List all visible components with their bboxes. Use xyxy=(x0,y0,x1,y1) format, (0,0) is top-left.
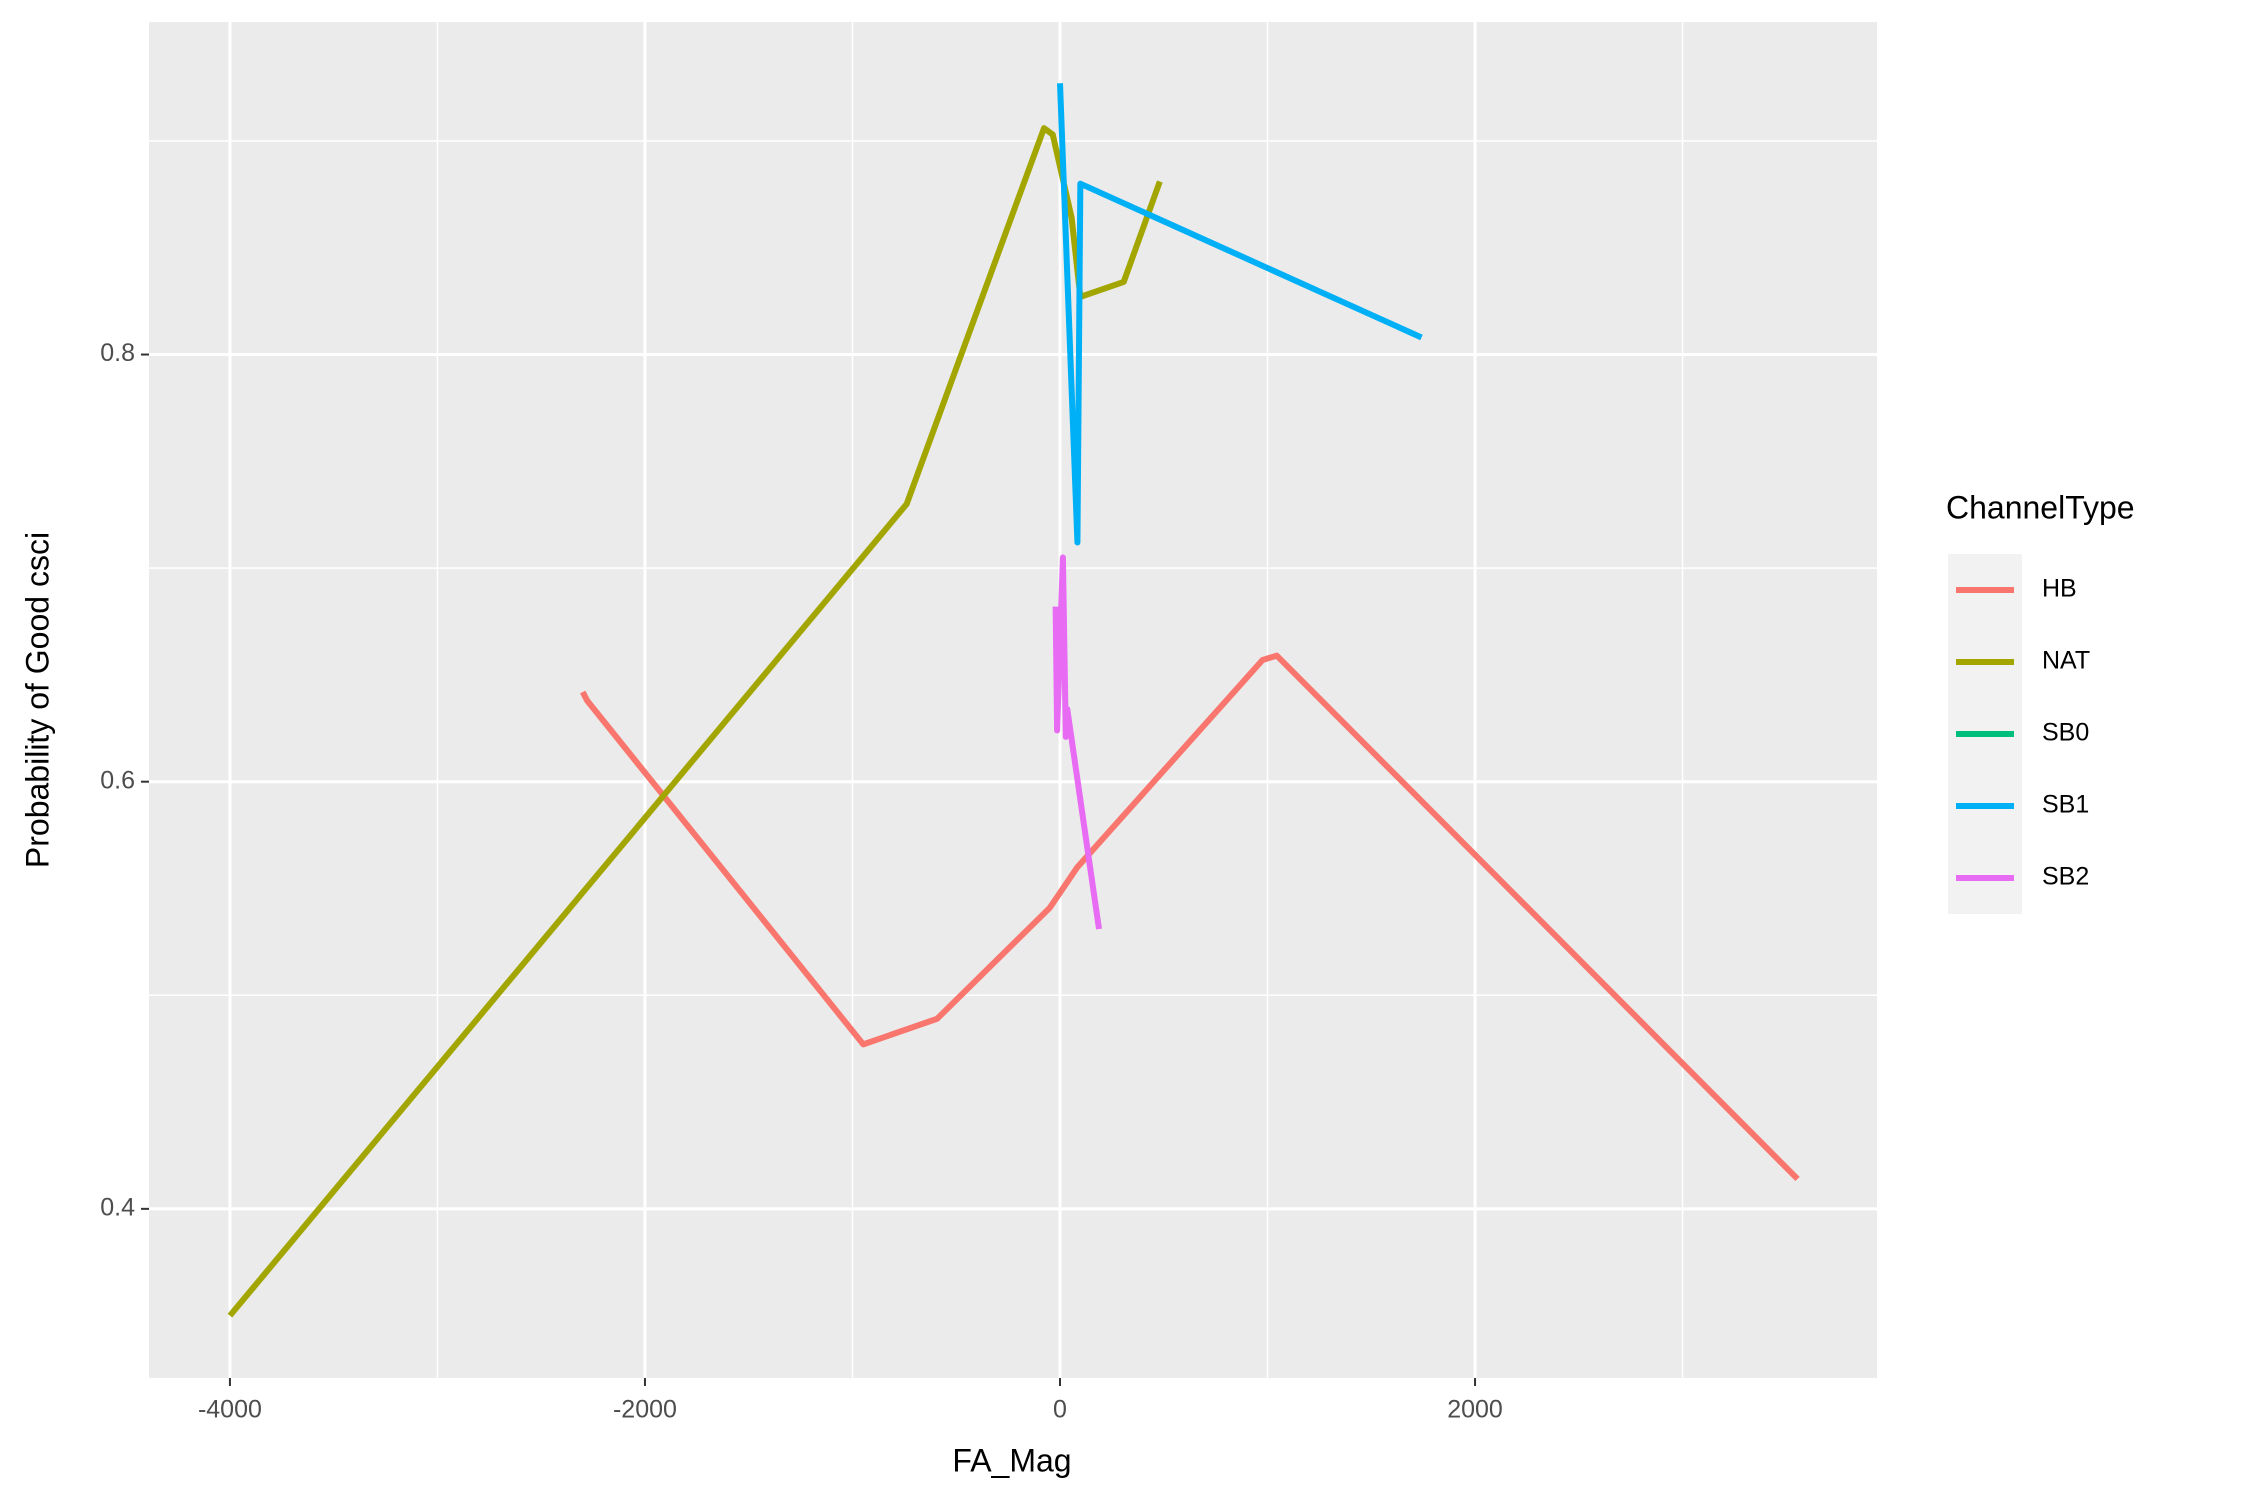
series-line xyxy=(1057,83,1423,546)
series-line xyxy=(580,652,1800,1182)
legend-title: ChannelType xyxy=(1946,489,2135,525)
x-tick-label: 2000 xyxy=(1447,1396,1503,1424)
x-tick-label: 0 xyxy=(1053,1396,1067,1424)
legend-label: SB1 xyxy=(2042,791,2089,819)
series-line xyxy=(1052,554,1102,930)
y-axis-title: Probability of Good csci xyxy=(19,532,55,868)
legend-label: SB2 xyxy=(2042,863,2089,891)
x-tick-label: -2000 xyxy=(613,1396,677,1424)
x-axis-title: FA_Mag xyxy=(952,1442,1071,1478)
panel xyxy=(149,22,1877,1378)
legend-label: SB0 xyxy=(2042,719,2089,747)
legend-label: HB xyxy=(2042,575,2077,603)
y-tick-label: 0.6 xyxy=(100,766,135,794)
y-tick-label: 0.4 xyxy=(100,1193,135,1221)
series-line xyxy=(227,125,1163,1318)
y-tick-label: 0.8 xyxy=(100,339,135,367)
x-tick-label: -4000 xyxy=(198,1396,262,1424)
legend-label: NAT xyxy=(2042,647,2090,675)
